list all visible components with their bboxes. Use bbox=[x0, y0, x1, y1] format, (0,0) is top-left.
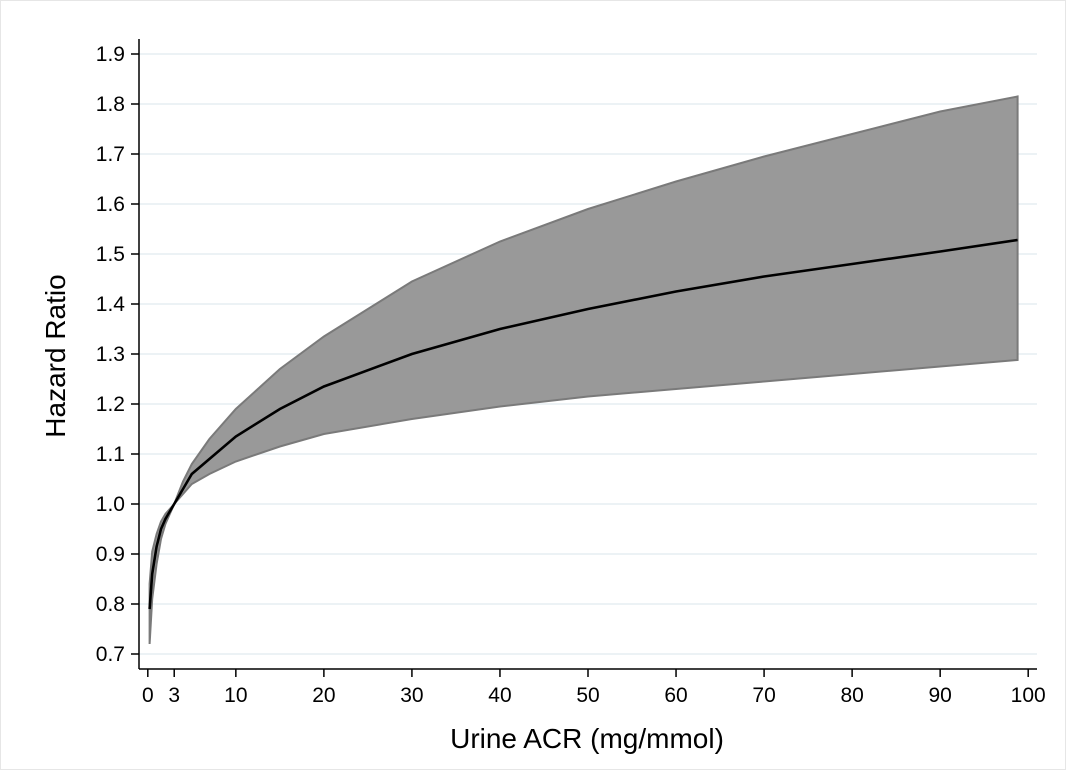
x-tick-label: 3 bbox=[168, 684, 180, 707]
tick-labels: 0.7 0.8 0.9 1.0 1.1 1.2 1.3 1.4 1.5 1.6 1.7 1.8 1.9 0… bbox=[96, 43, 1046, 707]
y-tick-label: 1.5 bbox=[96, 243, 125, 266]
y-tick-label: 0.7 bbox=[96, 643, 125, 666]
y-tick-label: 1.7 bbox=[96, 143, 125, 166]
x-tick-label: 90 bbox=[928, 684, 951, 707]
estimate-line-group bbox=[148, 238, 1018, 610]
y-tick-label: 1.2 bbox=[96, 393, 125, 416]
y-tick-label: 1.4 bbox=[96, 293, 126, 316]
y-tick-label: 1.6 bbox=[96, 193, 125, 216]
x-tick-label: 80 bbox=[840, 684, 863, 707]
x-tick-label: 30 bbox=[400, 684, 423, 707]
confidence-band-area bbox=[148, 95, 1019, 645]
x-tick-label: 40 bbox=[488, 684, 511, 707]
x-axis-title: Urine ACR (mg/mmol) bbox=[450, 723, 724, 754]
x-tick-label: 100 bbox=[1011, 684, 1046, 707]
y-tick-label: 0.9 bbox=[96, 543, 125, 566]
y-axis-title: Hazard Ratio bbox=[40, 274, 71, 437]
y-tick-label: 1.1 bbox=[96, 443, 125, 466]
y-tick-label: 1.9 bbox=[96, 43, 125, 66]
hazard-ratio-line bbox=[148, 238, 1018, 610]
confidence-band bbox=[148, 95, 1019, 645]
x-tick-label: 20 bbox=[312, 684, 335, 707]
x-tick-label: 60 bbox=[664, 684, 687, 707]
y-tick-label: 1.8 bbox=[96, 93, 125, 116]
y-tick-label: 0.8 bbox=[96, 593, 125, 616]
y-tick-label: 1.0 bbox=[96, 493, 125, 516]
y-tick-label: 1.3 bbox=[96, 343, 125, 366]
axes bbox=[131, 39, 1037, 677]
x-tick-label: 70 bbox=[752, 684, 775, 707]
x-tick-label: 50 bbox=[576, 684, 599, 707]
x-tick-label: 0 bbox=[142, 684, 154, 707]
x-tick-label: 10 bbox=[224, 684, 247, 707]
